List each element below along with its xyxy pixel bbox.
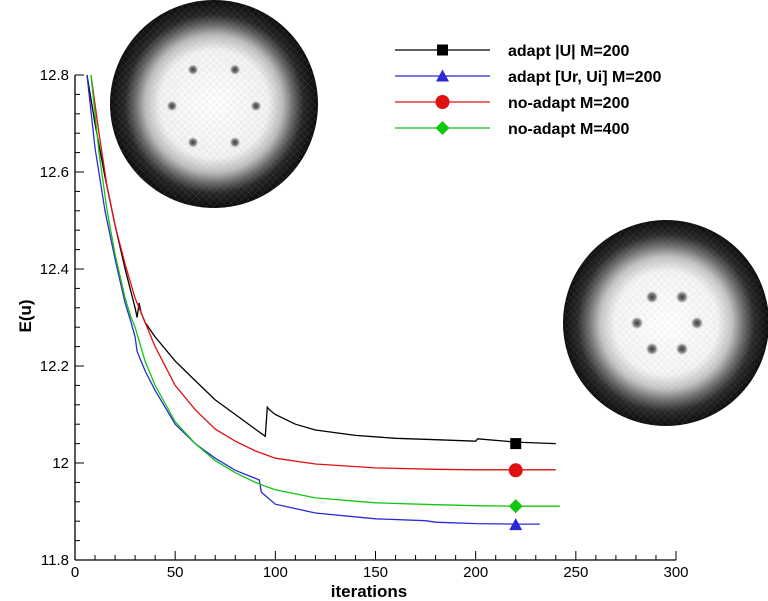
series-line: [86, 74, 540, 525]
y-tick-label: 12.2: [40, 358, 69, 375]
plot-axes: 0 50 100 150 200 250 300 11.8 12 12.2 12.4 12.6 12.8: [40, 67, 689, 581]
x-tick-label: 300: [663, 564, 688, 581]
series-line: [86, 74, 556, 445]
vortex-dot: [690, 316, 704, 330]
vortex-dot: [645, 290, 659, 305]
inset-vortices: [630, 290, 704, 356]
inset-vortices: [166, 63, 262, 149]
series-marker: [510, 438, 522, 450]
legend-marker: [437, 44, 448, 56]
vortex-dot: [187, 63, 199, 76]
x-tick-label: 250: [563, 564, 588, 581]
x-tick-label: 200: [463, 564, 488, 581]
vortex-dot: [229, 63, 241, 76]
vortex-dot: [645, 341, 659, 356]
vortex-dot: [187, 136, 199, 149]
inset-mesh-disk-non-adapted: [563, 220, 768, 426]
y-tick-label: 12.4: [40, 261, 69, 278]
legend: adapt |U| M=200 adapt [Ur, Ui] M=200 no-ad…: [395, 43, 661, 138]
y-axis-title: E(u): [16, 299, 35, 332]
inset-mesh-disk-adapted: [110, 0, 318, 208]
vortex-dot: [250, 100, 262, 112]
y-tick-label: 11.8: [41, 552, 69, 569]
legend-label: no-adapt M=400: [508, 121, 629, 138]
series-line: [90, 74, 556, 471]
series-marker: [508, 499, 523, 514]
vortex-dot: [166, 100, 178, 112]
legend-label: no-adapt M=200: [508, 95, 629, 112]
x-tick-label: 0: [71, 564, 79, 581]
y-tick-label: 12.6: [40, 164, 69, 181]
vortex-dot: [675, 290, 689, 305]
series-layer: [86, 74, 560, 531]
series-line: [90, 74, 560, 507]
series-marker: [509, 518, 523, 531]
x-axis-title: iterations: [331, 582, 408, 601]
x-tick-label: 50: [167, 564, 184, 581]
legend-label: adapt [Ur, Ui] M=200: [508, 69, 661, 86]
vortex-dot: [229, 136, 241, 149]
legend-marker: [436, 69, 449, 82]
vortex-dot: [675, 341, 689, 356]
legend-marker: [435, 121, 450, 135]
y-tick-label: 12.8: [40, 67, 69, 84]
series-marker: [508, 463, 523, 478]
legend-marker: [435, 95, 450, 109]
legend-label: adapt |U| M=200: [508, 43, 630, 60]
x-tick-label: 150: [363, 564, 388, 581]
y-tick-label: 12: [52, 455, 69, 472]
vortex-dot: [630, 316, 644, 330]
x-tick-label: 100: [263, 564, 288, 581]
